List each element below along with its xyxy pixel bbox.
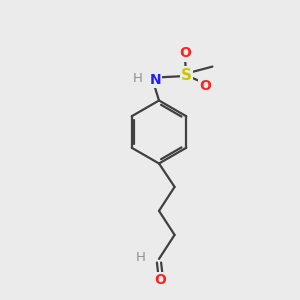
- Text: N: N: [149, 73, 161, 86]
- Text: H: H: [136, 251, 146, 264]
- Text: H: H: [133, 71, 143, 85]
- Text: O: O: [199, 79, 211, 92]
- Text: O: O: [179, 46, 191, 60]
- Text: O: O: [154, 273, 166, 287]
- Text: S: S: [181, 68, 192, 82]
